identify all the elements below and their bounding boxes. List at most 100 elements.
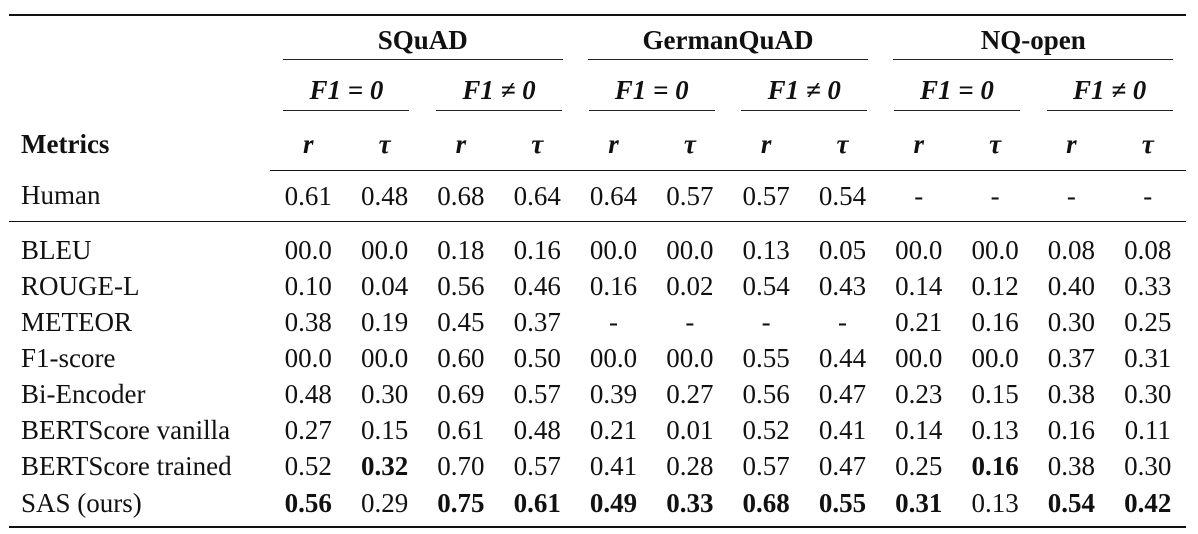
results-table: SQuAD GermanQuAD NQ-open F1 = 0 F1 ≠ 0 F… [9,14,1186,528]
metric-name-cell: SAS (ours) [9,484,271,528]
value-cell: 0.48 [346,170,423,222]
value-cell: 0.52 [742,414,790,445]
value-cell: 0.30 [1124,378,1172,409]
value-cell: 0.08 [1124,234,1172,265]
stat-header: r [270,118,347,171]
value-cell: 0.69 [437,378,485,409]
value-cell: 0.48 [284,378,332,409]
value-cell: 0.21 [589,414,638,445]
value-cell: 0.49 [575,484,652,528]
stat-header: r [575,118,652,171]
value-cell: 0.14 [895,414,943,445]
value-cell: 0.41 [589,450,638,481]
value-cell: 0.16 [589,270,638,301]
value-cell: 0.57 [727,170,805,222]
value-cell: 0.08 [1047,234,1095,265]
value-cell: 00.0 [666,234,714,265]
value-cell: 0.55 [742,342,790,373]
value-cell: 00.0 [971,234,1019,265]
value-cell: 0.70 [437,450,485,481]
value-cell: 0.31 [880,484,957,528]
value-cell: 0.50 [513,342,561,373]
value-cell: 0.31 [1124,342,1172,373]
value-cell: 0.56 [742,378,790,409]
value-cell: 0.55 [804,484,881,528]
metrics-column-header: Metrics [21,128,110,159]
value-cell: 0.64 [499,170,576,222]
results-table-container: SQuAD GermanQuAD NQ-open F1 = 0 F1 ≠ 0 F… [9,14,1186,528]
value-cell: 0.33 [1124,270,1172,301]
value-cell: 00.0 [360,234,409,265]
value-cell: 0.48 [513,414,561,445]
value-cell: 0.27 [666,378,714,409]
value-cell: 0.43 [818,270,867,301]
value-cell: 0.41 [818,414,867,445]
condition-header: F1 = 0 [588,75,715,111]
condition-header-row: F1 = 0 F1 ≠ 0 F1 = 0 F1 ≠ 0 F1 = 0 F1 ≠ … [9,68,1186,118]
value-cell: 0.14 [895,270,943,301]
results-table-body: Human 0.61 0.48 0.68 0.64 0.64 0.57 0.57 0.54- - -… [9,170,1186,528]
dataset-header-squad: SQuAD [282,25,563,60]
stat-header: r [422,118,500,171]
table-row: ROUGE-L 0.10 0.04 0.56 0.46 0.16 0.02 0.54 0.43 0… [9,268,1186,304]
table-row: SAS (ours) 0.56 0.29 0.75 0.61 0.49 0.33 0.68 0.… [9,484,1186,528]
value-cell: 0.12 [971,270,1019,301]
condition-header: F1 ≠ 0 [741,75,868,111]
value-cell: 0.15 [971,378,1019,409]
value-cell: 0.29 [346,484,423,528]
value-cell: 0.13 [956,484,1034,528]
table-row: Human 0.61 0.48 0.68 0.64 0.64 0.57 0.57 0.54- - -… [9,170,1186,222]
value-cell: 0.30 [1124,450,1172,481]
metric-name-cell: Bi-Encoder [21,378,146,409]
stat-header: r [727,118,805,171]
value-cell: 0.19 [360,306,409,337]
table-row: F1-score 00.0 00.0 0.60 0.50 00.0 00.0 0.55 0.44… [9,340,1186,376]
value-cell: 00.0 [284,342,332,373]
value-cell: 0.45 [437,306,485,337]
value-cell: 0.37 [1047,342,1095,373]
condition-header: F1 ≠ 0 [1046,75,1173,111]
condition-header: F1 = 0 [283,75,410,111]
stat-header: r [1033,118,1110,171]
dataset-header-row: SQuAD GermanQuAD NQ-open [9,14,1186,68]
value-cell: 0.52 [284,450,332,481]
stat-header-row: Metrics r τ r τ r τ r τ r τ r τ [9,118,1186,171]
table-row: Bi-Encoder 0.48 0.30 0.69 0.57 0.39 0.27 0.56 0.… [9,376,1186,412]
value-cell: 0.68 [422,170,500,222]
metric-name-cell: BERTScore trained [21,450,232,481]
value-cell: 0.46 [513,270,561,301]
value-cell: - [685,306,695,337]
stat-header: τ [956,118,1034,171]
dataset-header-nq-open: NQ-open [893,25,1174,60]
value-cell: 0.18 [437,234,485,265]
value-cell: 0.57 [742,450,790,481]
value-cell: 0.39 [589,378,638,409]
value-cell: 0.33 [651,484,728,528]
table-row: BERTScore vanilla 0.27 0.15 0.61 0.48 0.21 0.0… [9,412,1186,448]
value-cell: 0.27 [284,414,332,445]
value-cell: - [956,170,1034,222]
value-cell: 0.05 [818,234,867,265]
value-cell: 0.47 [818,450,867,481]
value-cell: 0.68 [727,484,805,528]
value-cell: 0.21 [895,306,943,337]
value-cell: 0.10 [284,270,332,301]
value-cell: 0.54 [804,170,881,222]
value-cell: 0.61 [499,484,576,528]
value-cell: 0.16 [971,306,1019,337]
value-cell: 00.0 [284,234,332,265]
value-cell: - [1109,170,1186,222]
value-cell: 0.23 [895,378,943,409]
stat-header: τ [804,118,881,171]
stat-header: τ [651,118,728,171]
value-cell: 0.13 [742,234,790,265]
stat-header: τ [346,118,423,171]
value-cell: 00.0 [895,234,943,265]
value-cell: 00.0 [971,342,1019,373]
value-cell: 0.47 [818,378,867,409]
value-cell: 00.0 [589,234,638,265]
value-cell: 0.30 [360,378,409,409]
metric-name-cell: F1-score [21,342,116,373]
value-cell: 0.16 [513,234,561,265]
condition-header: F1 = 0 [893,75,1020,111]
